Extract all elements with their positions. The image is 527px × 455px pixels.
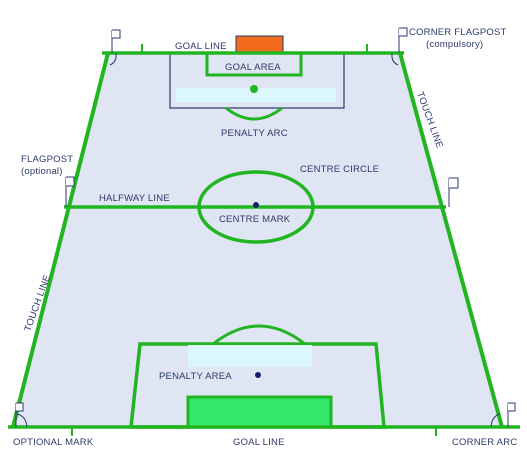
centre-circle xyxy=(197,170,315,244)
goal-area-bottom xyxy=(186,395,333,429)
touch-line-right xyxy=(398,52,504,428)
touch-line-left xyxy=(11,52,110,428)
label-halfway-line: HALFWAY LINE xyxy=(99,193,170,204)
label-penalty-arc: PENALTY ARC xyxy=(221,128,288,139)
corner-flag-icon xyxy=(507,402,516,427)
label-penalty-area: PENALTY AREA xyxy=(159,371,232,382)
optional-flag-icon xyxy=(65,176,75,207)
label-flagpost: FLAGPOST xyxy=(21,154,73,165)
corner-arc xyxy=(391,52,399,66)
corner-flag-icon xyxy=(398,27,408,53)
centre-mark xyxy=(253,202,259,208)
label-flagpost-note: (optional) xyxy=(21,166,63,177)
corner-flag-icon xyxy=(15,402,24,427)
label-centre-mark: CENTRE MARK xyxy=(219,214,291,225)
label-optional-mark: OPTIONAL MARK xyxy=(13,437,94,448)
penalty-mark-top xyxy=(250,85,258,93)
label-corner-flagpost: CORNER FLAGPOST xyxy=(409,27,507,38)
label-corner-flagpost-note: (compulsory) xyxy=(426,39,483,50)
corner-arc xyxy=(490,413,501,428)
label-goal-area: GOAL AREA xyxy=(225,62,281,73)
optional-flag-icon xyxy=(448,177,459,207)
penalty-arc-bottom xyxy=(212,324,306,346)
label-corner-arc: CORNER ARC xyxy=(452,437,517,448)
penalty-band-top xyxy=(176,88,336,102)
corner-arc xyxy=(16,413,28,428)
penalty-arc-top xyxy=(225,106,283,121)
corner-arc xyxy=(109,52,117,66)
penalty-band-bottom xyxy=(188,345,312,367)
label-goal-line-bottom: GOAL LINE xyxy=(233,437,285,448)
penalty-mark-bottom xyxy=(255,372,261,378)
label-goal-line-top: GOAL LINE xyxy=(175,41,227,52)
corner-flag-icon xyxy=(111,29,121,53)
pitch-surface xyxy=(13,53,502,427)
label-centre-circle: CENTRE CIRCLE xyxy=(300,164,379,175)
